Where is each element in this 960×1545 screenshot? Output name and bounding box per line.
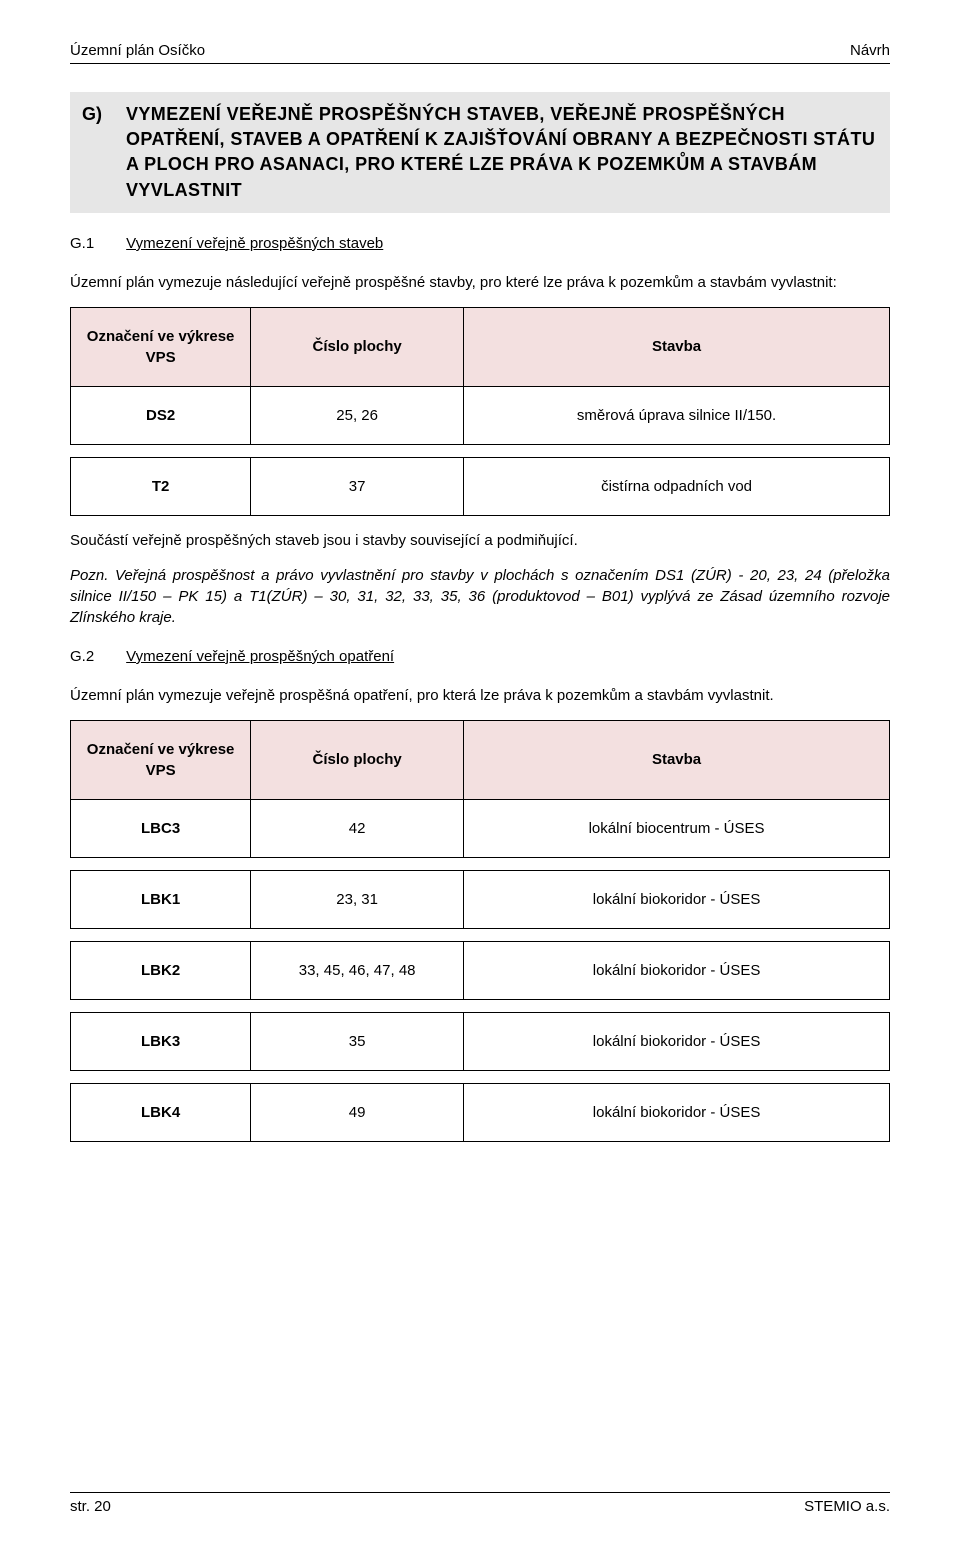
table-spacer bbox=[71, 857, 890, 870]
g1-note: Pozn. Veřejná prospěšnost a právo vyvlas… bbox=[70, 565, 890, 628]
section-letter: G) bbox=[82, 102, 102, 127]
g2-intro: Územní plán vymezuje veřejně prospěšná o… bbox=[70, 685, 890, 706]
document-page: Územní plán Osíčko Návrh G) VYMEZENÍ VEŘ… bbox=[0, 0, 960, 1545]
g2-r3-c1: 35 bbox=[251, 1012, 464, 1070]
g2-r1-c0: LBK1 bbox=[71, 870, 251, 928]
header-right: Návrh bbox=[850, 40, 890, 61]
table-spacer bbox=[71, 444, 890, 457]
footer-left: str. 20 bbox=[70, 1496, 111, 1517]
g2-heading-text: Vymezení veřejně prospěšných opatření bbox=[126, 648, 394, 665]
page-footer: str. 20 STEMIO a.s. bbox=[70, 1492, 890, 1517]
g2-r1-c1: 23, 31 bbox=[251, 870, 464, 928]
g2-col-header-0: Označení ve výkrese VPS bbox=[71, 720, 251, 799]
table-spacer bbox=[71, 1070, 890, 1083]
g2-r1-c2: lokální biokoridor - ÚSES bbox=[464, 870, 890, 928]
g2-r4-c0: LBK4 bbox=[71, 1083, 251, 1141]
g2-r4-c1: 49 bbox=[251, 1083, 464, 1141]
g2-r3-c2: lokální biokoridor - ÚSES bbox=[464, 1012, 890, 1070]
g2-r0-c1: 42 bbox=[251, 799, 464, 857]
g2-col-header-1: Číslo plochy bbox=[251, 720, 464, 799]
g1-number: G.1 bbox=[70, 233, 122, 254]
g1-r1-c2: čistírna odpadních vod bbox=[464, 457, 890, 515]
g1-subtext: Součástí veřejně prospěšných staveb jsou… bbox=[70, 530, 890, 551]
g1-r1-c1: 37 bbox=[251, 457, 464, 515]
footer-right: STEMIO a.s. bbox=[804, 1496, 890, 1517]
g2-subheading: G.2 Vymezení veřejně prospěšných opatřen… bbox=[70, 646, 890, 667]
g1-heading-text: Vymezení veřejně prospěšných staveb bbox=[126, 235, 383, 252]
table-spacer bbox=[71, 999, 890, 1012]
g2-r4-c2: lokální biokoridor - ÚSES bbox=[464, 1083, 890, 1141]
g1-col-header-0: Označení ve výkrese VPS bbox=[71, 307, 251, 386]
g2-r2-c0: LBK2 bbox=[71, 941, 251, 999]
table-row: LBK1 23, 31 lokální biokoridor - ÚSES bbox=[71, 870, 890, 928]
g2-r2-c1: 33, 45, 46, 47, 48 bbox=[251, 941, 464, 999]
table-row: LBK2 33, 45, 46, 47, 48 lokální biokorid… bbox=[71, 941, 890, 999]
section-g-heading: G) VYMEZENÍ VEŘEJNĚ PROSPĚŠNÝCH STAVEB, … bbox=[70, 92, 890, 213]
g2-table: Označení ve výkrese VPS Číslo plochy Sta… bbox=[70, 720, 890, 1142]
header-left: Územní plán Osíčko bbox=[70, 40, 205, 61]
g1-table: Označení ve výkrese VPS Číslo plochy Sta… bbox=[70, 307, 890, 516]
table-row: LBK3 35 lokální biokoridor - ÚSES bbox=[71, 1012, 890, 1070]
g2-r0-c0: LBC3 bbox=[71, 799, 251, 857]
g2-r2-c2: lokální biokoridor - ÚSES bbox=[464, 941, 890, 999]
g2-col-header-2: Stavba bbox=[464, 720, 890, 799]
table-header-row: Označení ve výkrese VPS Číslo plochy Sta… bbox=[71, 720, 890, 799]
g2-number: G.2 bbox=[70, 646, 122, 667]
g1-r0-c1: 25, 26 bbox=[251, 386, 464, 444]
g2-r0-c2: lokální biocentrum - ÚSES bbox=[464, 799, 890, 857]
g1-col-header-1: Číslo plochy bbox=[251, 307, 464, 386]
table-row: T2 37 čistírna odpadních vod bbox=[71, 457, 890, 515]
g1-r1-c0: T2 bbox=[71, 457, 251, 515]
g1-intro: Územní plán vymezuje následující veřejně… bbox=[70, 272, 890, 293]
table-spacer bbox=[71, 928, 890, 941]
table-row: LBK4 49 lokální biokoridor - ÚSES bbox=[71, 1083, 890, 1141]
table-row: DS2 25, 26 směrová úprava silnice II/150… bbox=[71, 386, 890, 444]
g1-r0-c0: DS2 bbox=[71, 386, 251, 444]
table-header-row: Označení ve výkrese VPS Číslo plochy Sta… bbox=[71, 307, 890, 386]
g1-col-header-2: Stavba bbox=[464, 307, 890, 386]
page-header: Územní plán Osíčko Návrh bbox=[70, 40, 890, 64]
g1-subheading: G.1 Vymezení veřejně prospěšných staveb bbox=[70, 233, 890, 254]
table-row: LBC3 42 lokální biocentrum - ÚSES bbox=[71, 799, 890, 857]
g2-r3-c0: LBK3 bbox=[71, 1012, 251, 1070]
section-title: VYMEZENÍ VEŘEJNĚ PROSPĚŠNÝCH STAVEB, VEŘ… bbox=[126, 102, 878, 203]
g1-r0-c2: směrová úprava silnice II/150. bbox=[464, 386, 890, 444]
